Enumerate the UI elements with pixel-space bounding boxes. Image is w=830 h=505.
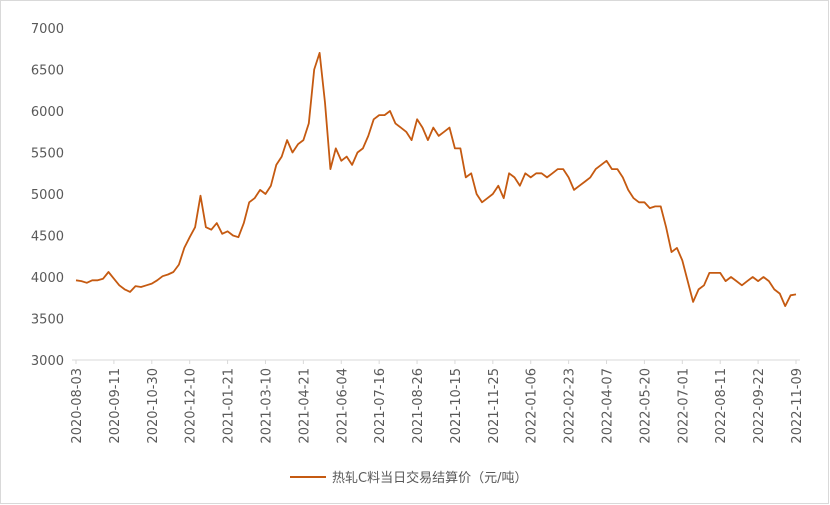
x-tick-label: 2021-07-16 bbox=[373, 368, 388, 444]
x-tick-label: 2022-07-01 bbox=[676, 368, 691, 444]
y-tick-label: 6500 bbox=[31, 64, 64, 79]
y-tick-label: 4500 bbox=[31, 230, 64, 245]
x-tick-label: 2022-05-20 bbox=[638, 368, 653, 444]
x-tick-label: 2021-11-25 bbox=[487, 368, 502, 444]
x-tick-label: 2021-10-15 bbox=[449, 368, 464, 444]
y-tick-label: 5000 bbox=[31, 188, 64, 203]
x-tick-label: 2020-10-30 bbox=[146, 368, 161, 444]
x-tick-label: 2022-01-06 bbox=[525, 368, 540, 444]
x-tick-label: 2021-06-04 bbox=[335, 368, 350, 444]
x-tick-label: 2022-11-09 bbox=[790, 368, 805, 444]
x-tick-label: 2022-09-22 bbox=[752, 368, 767, 444]
y-tick-label: 6000 bbox=[31, 105, 64, 120]
legend-label: 热轧C料当日交易结算价（元/吨） bbox=[332, 470, 527, 486]
x-tick-label: 2021-08-26 bbox=[411, 368, 426, 444]
line-series bbox=[75, 52, 797, 307]
y-tick-label: 3000 bbox=[31, 354, 64, 369]
x-tick-label: 2021-01-21 bbox=[222, 368, 237, 444]
x-tick-label: 2022-02-23 bbox=[563, 368, 578, 444]
x-tick-label: 2020-12-10 bbox=[184, 368, 199, 444]
x-tick-label: 2021-03-10 bbox=[259, 368, 274, 444]
y-tick-label: 4000 bbox=[31, 271, 64, 286]
x-tick-label: 2020-08-03 bbox=[70, 368, 85, 444]
x-tick-label: 2020-09-11 bbox=[108, 368, 123, 444]
x-tick-label: 2022-08-11 bbox=[714, 368, 729, 444]
x-tick-label: 2022-04-07 bbox=[601, 368, 616, 444]
y-tick-label: 3500 bbox=[31, 313, 64, 328]
y-tick-label: 5500 bbox=[31, 147, 64, 162]
y-tick-label: 7000 bbox=[31, 22, 64, 37]
x-tick-label: 2021-04-21 bbox=[297, 368, 312, 444]
